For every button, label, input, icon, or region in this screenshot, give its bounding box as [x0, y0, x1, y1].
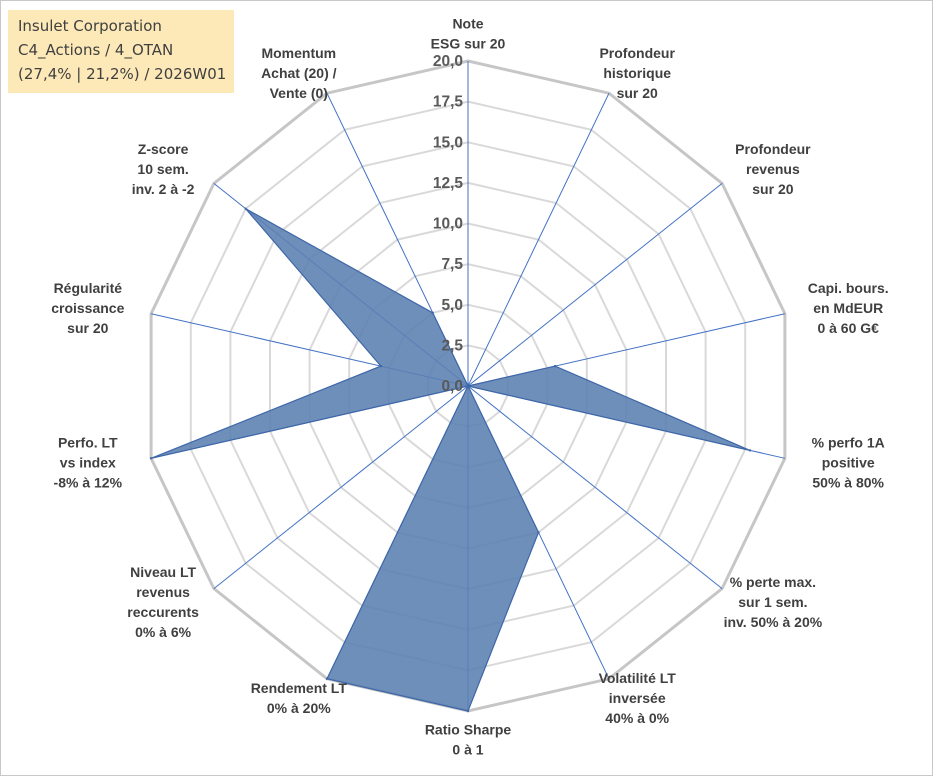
axis-label-line: sur 20: [617, 85, 658, 101]
axis-label-line: sur 1 sem.: [738, 594, 807, 610]
axis-label-line: 40% à 0%: [605, 710, 669, 726]
axis-label-line: Momentum: [261, 45, 336, 61]
company-name: Insulet Corporation: [18, 17, 162, 35]
tick-label: 20,0: [433, 53, 463, 70]
axis-label-line: Vente (0): [270, 85, 328, 101]
axis-label-13: Z-score 10 sem. inv. 2 à -2: [132, 141, 195, 197]
axis-label-line: Z-score: [138, 141, 189, 157]
axis-label-line: Note: [452, 16, 483, 32]
axis-label-line: historique: [603, 65, 671, 81]
tick-label: 10,0: [433, 216, 463, 233]
axis-label-line: positive: [822, 455, 875, 471]
axis-spoke-10: [213, 385, 469, 589]
axis-label-7: Volatilité LT inversée 40% à 0%: [599, 670, 677, 726]
tick-label: 5,0: [441, 297, 463, 314]
axis-label-line: 0% à 20%: [267, 700, 331, 716]
data-point-11: [149, 457, 153, 460]
axis-label-line: Ratio Sharpe: [425, 722, 512, 738]
axis-label-line: en MdEUR: [813, 300, 883, 316]
axis-label-line: 10 sem.: [137, 161, 188, 177]
data-point-7: [537, 531, 540, 534]
radar-tick-labels: 0,0 2,5 5,0 7,5 10,0 12,5 15,0 17,5 20,0: [433, 53, 464, 395]
axis-label-line: % perte max.: [730, 574, 816, 590]
axis-label-line: Capi. bours.: [808, 280, 889, 296]
axis-label-line: Volatilité LT: [599, 670, 677, 686]
axis-label-line: Perfo. LT: [58, 435, 118, 451]
axis-label-line: revenus: [746, 161, 800, 177]
axis-label-line: vs index: [60, 455, 116, 471]
axis-label-line: 0 à 1: [452, 742, 483, 758]
axis-spoke-2: [467, 92, 610, 387]
axis-label-8: Ratio Sharpe 0 à 1: [425, 722, 512, 758]
axis-label-10: Niveau LT revenus reccurents 0% à 6%: [127, 564, 199, 640]
axis-label-line: inv. 2 à -2: [132, 181, 195, 197]
radar-axis-labels: Note ESG sur 20 Profondeur historique sur 20…: [51, 16, 888, 758]
axis-label-6: % perte max. sur 1 sem. inv. 50% à 20%: [724, 574, 823, 630]
axis-label-line: Niveau LT: [130, 564, 196, 580]
radar-series: [149, 207, 752, 713]
axis-label-line: revenus: [136, 584, 190, 600]
data-point-13: [244, 207, 247, 210]
data-point-10: [466, 384, 470, 388]
axis-label-4: Capi. bours. en MdEUR 0 à 60 G€: [808, 280, 889, 336]
axis-label-line: Rendement LT: [251, 680, 348, 696]
data-point-8: [466, 709, 470, 713]
tick-label: 7,5: [441, 256, 463, 273]
axis-label-line: sur 20: [752, 181, 793, 197]
axis-spoke-3: [467, 183, 723, 387]
axis-label-line: % perfo 1A: [812, 435, 885, 451]
data-point-14: [431, 311, 434, 314]
data-point-4: [553, 364, 557, 368]
axis-label-line: Profondeur: [599, 45, 675, 61]
axis-label-line: inv. 50% à 20%: [724, 614, 823, 630]
axis-label-line: croissance: [51, 300, 124, 316]
axis-label-line: ESG sur 20: [431, 36, 506, 52]
axis-label-line: -8% à 12%: [54, 475, 123, 491]
portfolio-path: C4_Actions / 4_OTAN: [18, 41, 174, 59]
data-point-12: [379, 364, 383, 368]
axis-label-line: reccurents: [127, 604, 199, 620]
axis-label-line: Achat (20) /: [261, 65, 337, 81]
axis-label-12: Régularité croissance sur 20: [51, 280, 124, 336]
data-point-9: [325, 677, 329, 680]
axis-spoke-6: [467, 385, 723, 589]
axis-label-line: Profondeur: [735, 141, 811, 157]
axis-label-5: % perfo 1A positive 50% à 80%: [812, 435, 885, 491]
axis-label-line: 0% à 6%: [135, 624, 192, 640]
axis-label-14: Momentum Achat (20) / Vente (0): [261, 45, 337, 101]
axis-label-1: Note ESG sur 20: [431, 16, 506, 52]
tick-label: 12,5: [433, 175, 464, 192]
axis-label-2: Profondeur historique sur 20: [599, 45, 675, 101]
axis-label-3: Profondeur revenus sur 20: [735, 141, 811, 197]
tick-label: 17,5: [433, 94, 464, 111]
axis-label-line: sur 20: [67, 320, 108, 336]
tick-label: 15,0: [433, 134, 463, 151]
axis-label-line: 0 à 60 G€: [817, 320, 879, 336]
info-box: Insulet Corporation C4_Actions / 4_OTAN …: [8, 10, 234, 93]
axis-label-line: Régularité: [54, 280, 123, 296]
performance-details: (27,4% | 21,2%) / 2026W01: [18, 65, 227, 83]
tick-label: 2,5: [441, 337, 463, 354]
data-point-5: [748, 449, 752, 452]
tick-label: 0,0: [441, 378, 463, 395]
axis-label-line: 50% à 80%: [812, 475, 884, 491]
axis-label-9: Rendement LT 0% à 20%: [251, 680, 348, 716]
axis-label-11: Perfo. LT vs index -8% à 12%: [54, 435, 123, 491]
axis-label-line: inversée: [609, 690, 666, 706]
